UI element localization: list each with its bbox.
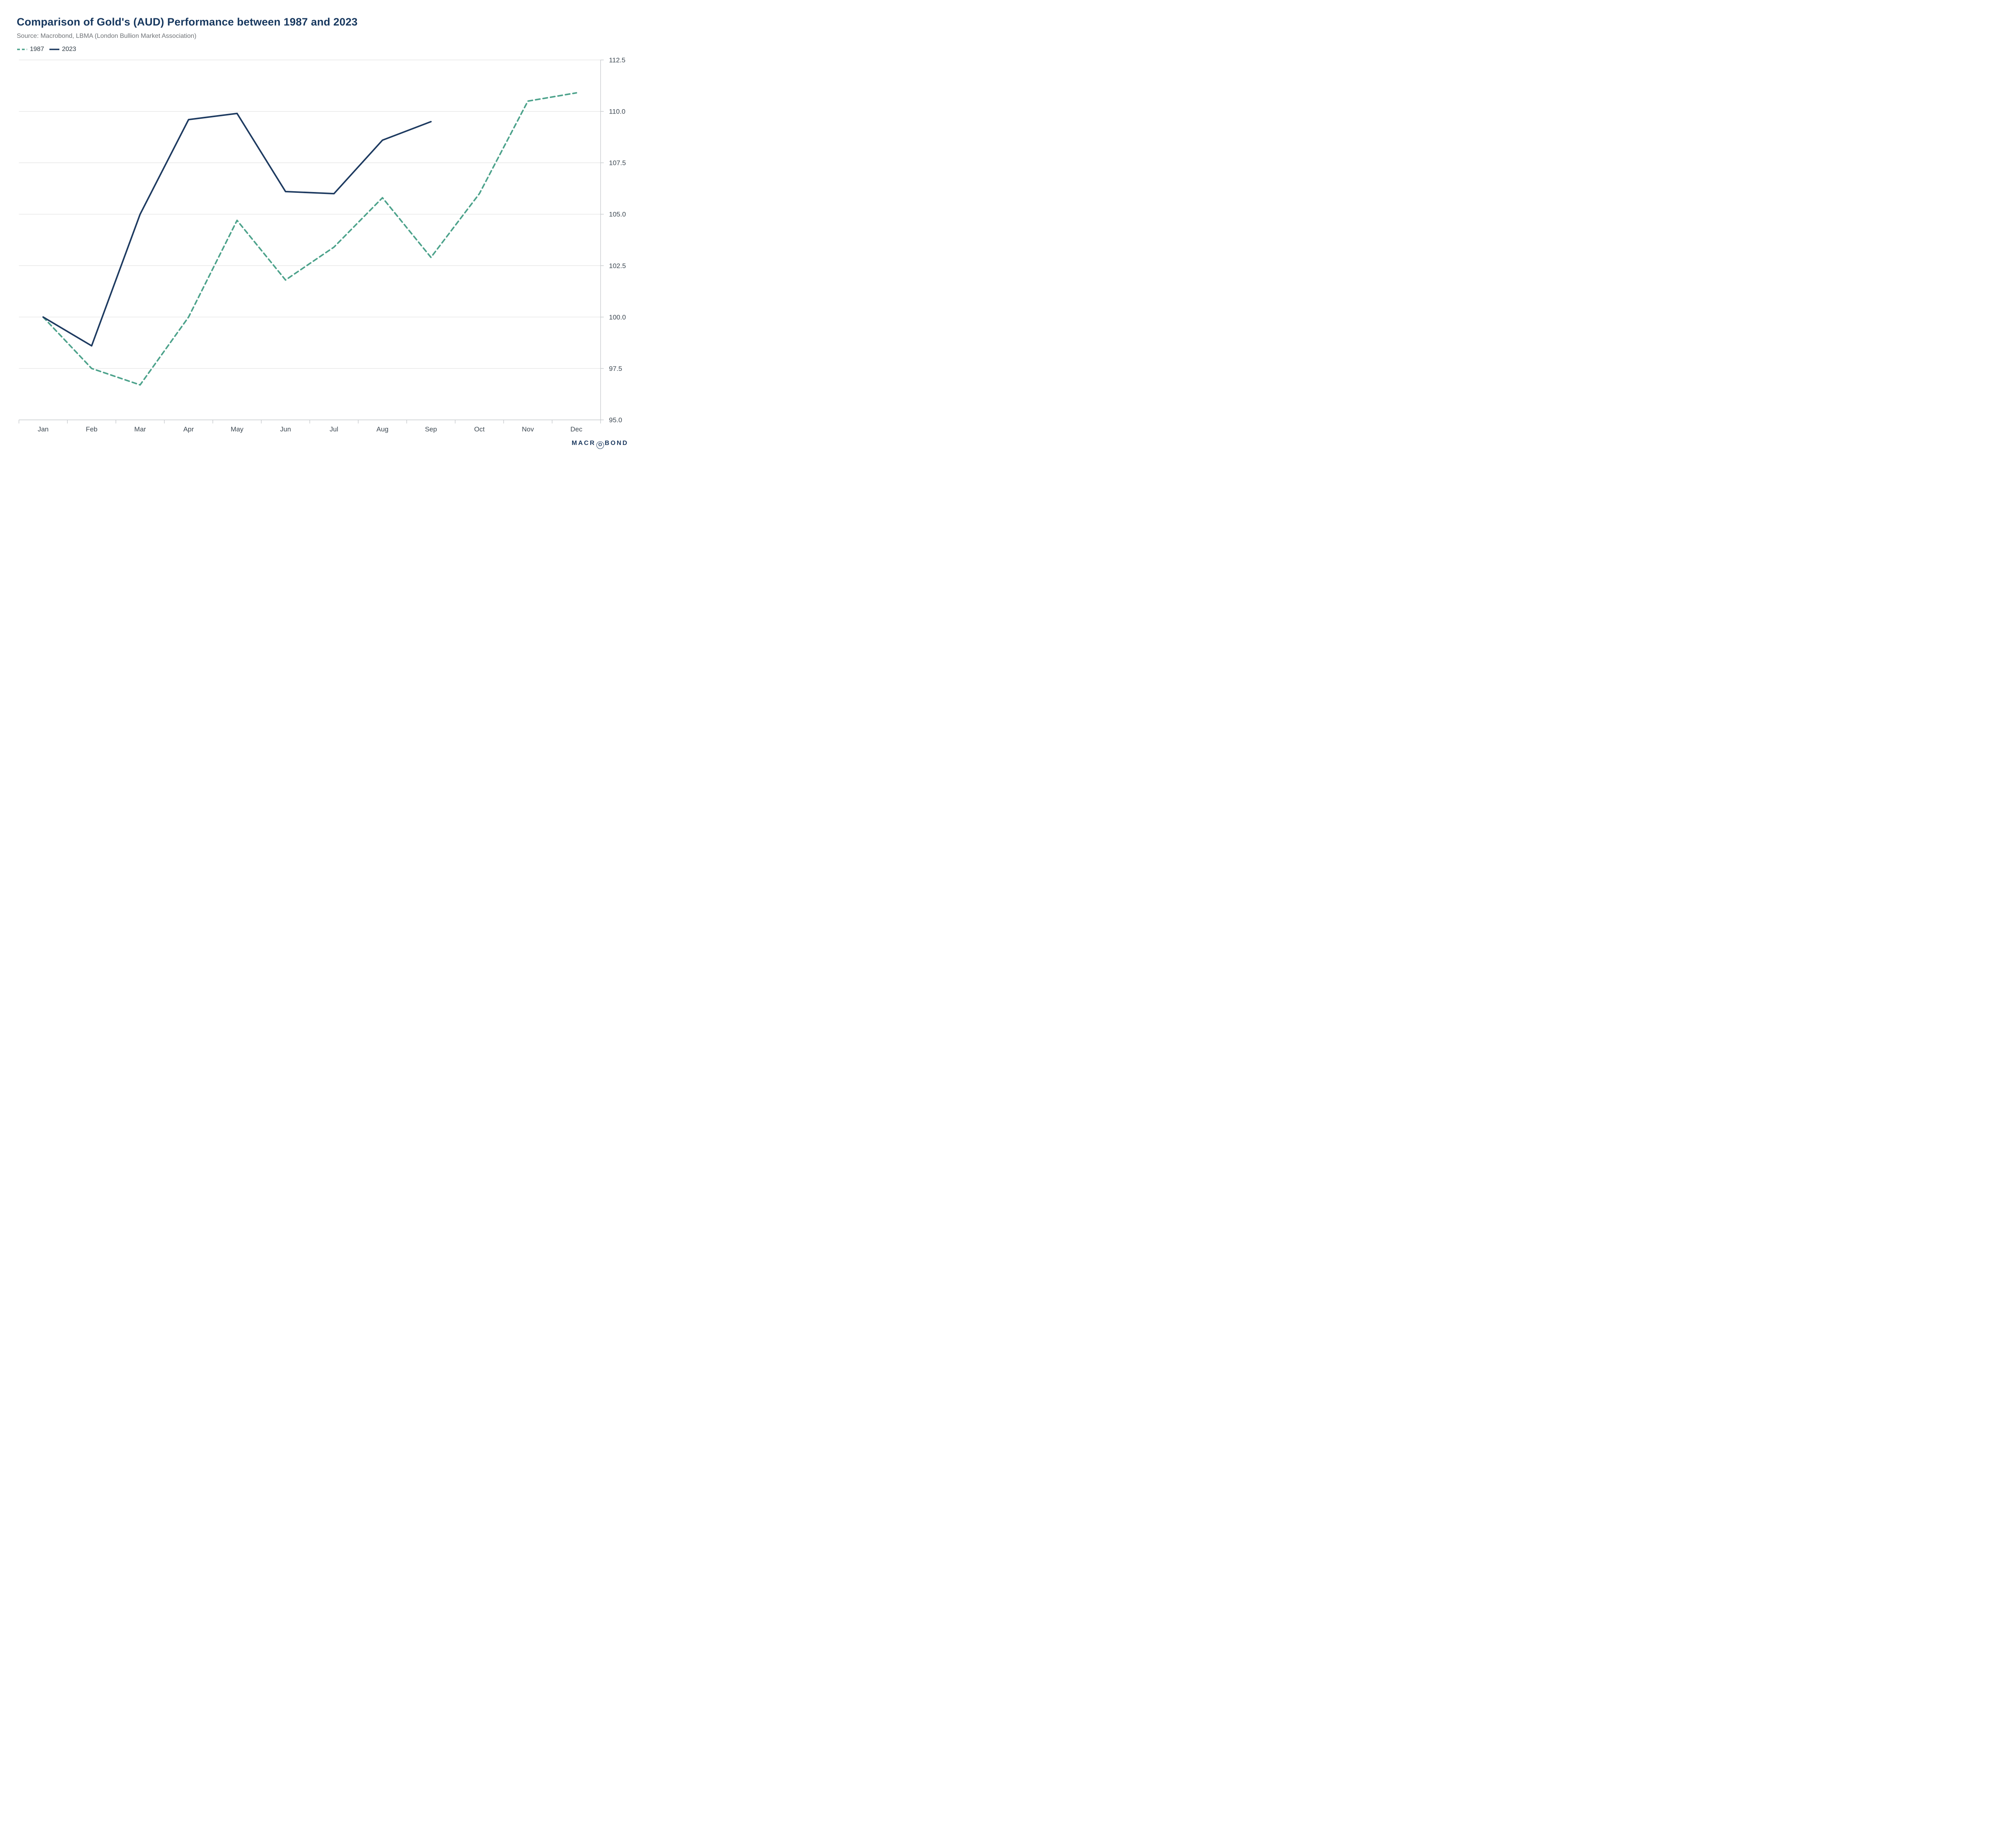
y-axis-label-102.5: 102.5 bbox=[609, 262, 626, 270]
x-axis-label-Feb: Feb bbox=[86, 425, 97, 433]
legend-swatch-dashed-line-icon bbox=[17, 49, 27, 50]
logo-text-pre: MACR bbox=[571, 440, 596, 447]
x-axis-label-Jun: Jun bbox=[280, 425, 291, 433]
macrobond-logo: MACR O BOND bbox=[572, 440, 628, 449]
x-axis-label-May: May bbox=[231, 425, 244, 433]
x-axis-label-Oct: Oct bbox=[474, 425, 485, 433]
y-axis-label-110: 110.0 bbox=[609, 108, 625, 116]
source-note: Source: Macrobond, LBMA (London Bullion … bbox=[17, 33, 196, 39]
x-axis-label-Jan: Jan bbox=[38, 425, 49, 433]
x-axis-label-Aug: Aug bbox=[376, 425, 388, 433]
legend: 1987 2023 bbox=[17, 46, 358, 53]
y-axis-label-95: 95.0 bbox=[609, 416, 622, 424]
x-axis-label-Nov: Nov bbox=[522, 425, 534, 433]
legend-label-2023: 2023 bbox=[62, 46, 76, 53]
series-line-1987 bbox=[42, 92, 577, 386]
y-axis-label-105: 105.0 bbox=[609, 211, 626, 218]
y-axis-label-112.5: 112.5 bbox=[609, 57, 625, 64]
series-line-2023 bbox=[42, 112, 432, 347]
y-axis-label-107.5: 107.5 bbox=[609, 159, 626, 167]
chart-canvas: 95.0 97.5 100.0 102.5 105.0 107.5 110.0 112.5 Ja… bbox=[0, 0, 637, 462]
x-axis-label-Mar: Mar bbox=[134, 425, 146, 433]
y-axis-label-100: 100.0 bbox=[609, 314, 626, 321]
legend-label-1987: 1987 bbox=[30, 46, 44, 53]
legend-item-2023: 2023 bbox=[49, 46, 76, 53]
chart-header: Comparison of Gold's (AUD) Performance b… bbox=[17, 16, 358, 53]
x-axis-label-Sep: Sep bbox=[425, 425, 437, 433]
x-axis-label-Jul: Jul bbox=[329, 425, 338, 433]
y-axis-label-97.5: 97.5 bbox=[609, 365, 622, 372]
logo-text-post: BOND bbox=[604, 440, 628, 447]
x-axis-label-Apr: Apr bbox=[183, 425, 194, 433]
logo-o-letter: O bbox=[598, 442, 602, 447]
legend-item-1987: 1987 bbox=[17, 46, 44, 53]
x-axis-label-Dec: Dec bbox=[571, 425, 583, 433]
page-title: Comparison of Gold's (AUD) Performance b… bbox=[17, 16, 358, 28]
line-chart: 95.0 97.5 100.0 102.5 105.0 107.5 110.0 112.5 Ja… bbox=[18, 57, 626, 433]
logo-ring-o-icon: O bbox=[596, 441, 604, 449]
legend-swatch-solid-line-icon bbox=[49, 49, 59, 50]
